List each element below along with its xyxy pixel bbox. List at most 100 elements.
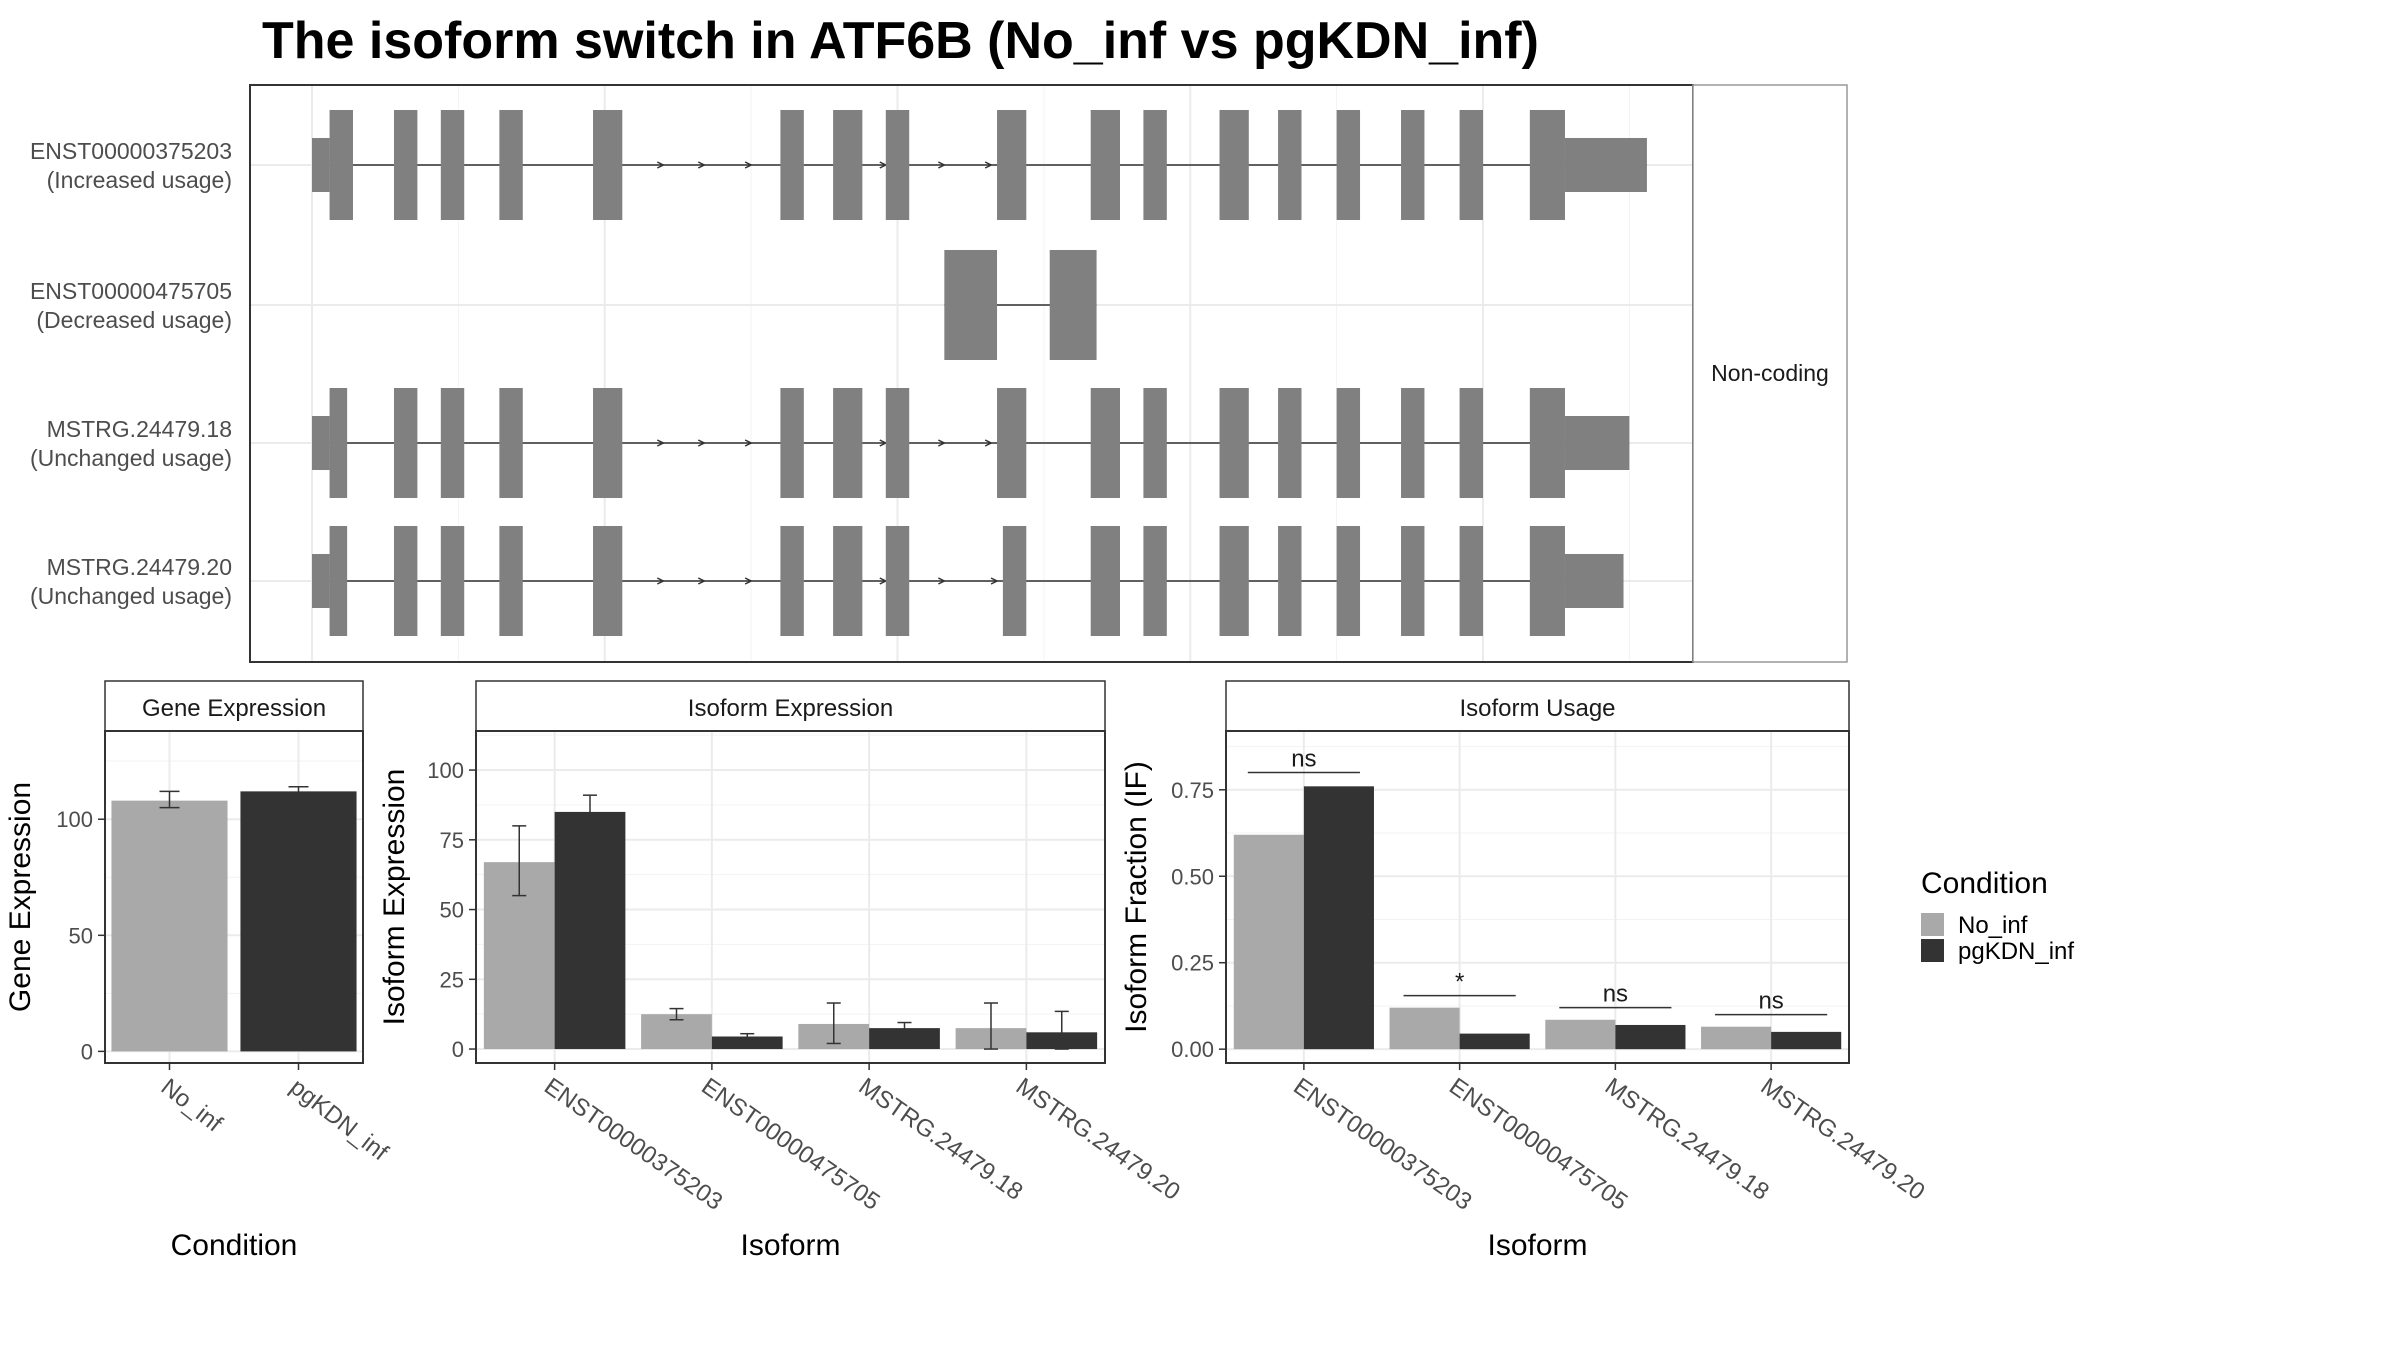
exon-block	[1049, 250, 1097, 360]
exon-block	[1401, 526, 1425, 636]
bar	[111, 800, 228, 1052]
exon-block	[833, 388, 863, 498]
panel-title: Isoform Expression	[688, 695, 893, 722]
x-tick-label: MSTRG.24479.20	[1756, 1073, 1930, 1206]
exon-block	[780, 110, 804, 220]
y-axis-title: Isoform Expression	[378, 769, 411, 1026]
exon-block	[1401, 110, 1425, 220]
strand-arrow-icon	[744, 161, 753, 169]
y-tick-label: 50	[440, 898, 464, 923]
strand-arrow-icon	[938, 577, 947, 585]
exon-block	[1143, 110, 1167, 220]
y-tick-label: 50	[69, 923, 93, 948]
bar	[240, 791, 357, 1052]
exon-block	[1278, 388, 1302, 498]
exon-block	[1401, 388, 1425, 498]
exon-block	[499, 526, 523, 636]
bar	[1771, 1031, 1842, 1050]
utr-block	[312, 138, 330, 192]
y-tick-label: 0	[81, 1039, 93, 1064]
strand-arrow-icon	[990, 577, 999, 585]
isoform-label: ENST00000375203	[30, 138, 232, 164]
isoform-usage-label: (Unchanged usage)	[30, 583, 232, 609]
exon-block	[1336, 526, 1361, 636]
legend-key	[1921, 913, 1944, 936]
exon-block	[780, 388, 804, 498]
strand-arrow-icon	[697, 577, 706, 585]
chart-panel: Gene Expression 0 50 100 No_inf pgKDN_inf Gene…	[4, 680, 393, 1262]
isoform-usage-label: (Unchanged usage)	[30, 445, 232, 471]
exon-block	[393, 388, 418, 498]
panel-title: Isoform Usage	[1459, 695, 1615, 722]
isoform-track	[312, 388, 1630, 498]
chart-panel: Isoform Expression0255075100ENST00000375…	[378, 680, 1185, 1262]
exon-block	[593, 110, 623, 220]
y-tick-label: 75	[440, 828, 464, 853]
strand-arrow-icon	[744, 577, 753, 585]
y-tick-label: 0.50	[1171, 864, 1214, 889]
exon-block	[1143, 388, 1167, 498]
isoform-track	[312, 110, 1647, 220]
exon-block	[329, 110, 353, 220]
exon-block	[593, 388, 623, 498]
bar	[711, 1036, 783, 1050]
y-tick-label: 0	[452, 1037, 464, 1062]
exon-block	[1459, 110, 1483, 220]
exon-block	[440, 388, 465, 498]
exon-block	[1459, 526, 1483, 636]
panel-strip	[104, 680, 364, 732]
legend-label: No_inf	[1958, 912, 2028, 939]
isoform-label: MSTRG.24479.20	[47, 554, 232, 580]
facet-strip	[1692, 84, 1848, 663]
panel-strip	[1225, 680, 1850, 732]
panel-title: Gene Expression	[142, 695, 326, 722]
significance-label: ns	[1291, 746, 1316, 773]
strand-arrow-icon	[984, 439, 993, 447]
exon-block	[1219, 388, 1249, 498]
exon-block	[780, 526, 804, 636]
strand-arrow-icon	[938, 161, 947, 169]
strand-arrow-icon	[697, 161, 706, 169]
isoform-label: MSTRG.24479.18	[47, 416, 232, 442]
exon-block	[1529, 388, 1565, 498]
y-tick-label: 0.00	[1171, 1037, 1214, 1062]
exon-block	[1143, 526, 1167, 636]
page-title: The isoform switch in ATF6B (No_inf vs p…	[262, 12, 1539, 70]
strand-arrow-icon	[744, 439, 753, 447]
exon-block	[1219, 110, 1249, 220]
structure-panel-background	[250, 85, 1693, 662]
exon-block	[997, 110, 1027, 220]
bar	[554, 811, 626, 1050]
exon-block	[1529, 526, 1565, 636]
exon-block	[1336, 110, 1361, 220]
y-tick-label: 100	[56, 807, 93, 832]
exon-block	[833, 110, 863, 220]
x-tick-label: MSTRG.24479.20	[1011, 1073, 1185, 1206]
y-tick-label: 0.25	[1171, 951, 1214, 976]
isoform-usage-label: (Increased usage)	[47, 167, 232, 193]
y-tick-label: 0.75	[1171, 778, 1214, 803]
exon-block	[1278, 110, 1302, 220]
bar	[1701, 1026, 1772, 1050]
exon-block	[885, 526, 910, 636]
exon-block	[329, 526, 348, 636]
x-tick-label: MSTRG.24479.18	[854, 1073, 1028, 1206]
bar	[1615, 1024, 1686, 1050]
facet-strip-label: Non-coding	[1711, 360, 1829, 386]
utr-block	[312, 554, 330, 608]
panel-strip	[475, 680, 1106, 732]
x-axis-title: Condition	[171, 1229, 298, 1262]
x-axis-title: Isoform	[1487, 1229, 1587, 1262]
isoform-usage-label: (Decreased usage)	[36, 307, 232, 333]
legend-key	[1921, 939, 1944, 962]
isoform-track	[312, 526, 1624, 636]
exon-block	[440, 526, 465, 636]
bar	[1233, 834, 1304, 1050]
utr-block	[1564, 554, 1624, 608]
significance-label: ns	[1603, 981, 1628, 1008]
strand-arrow-icon	[656, 577, 665, 585]
y-axis-title: Gene Expression	[4, 782, 37, 1012]
strand-arrow-icon	[697, 439, 706, 447]
